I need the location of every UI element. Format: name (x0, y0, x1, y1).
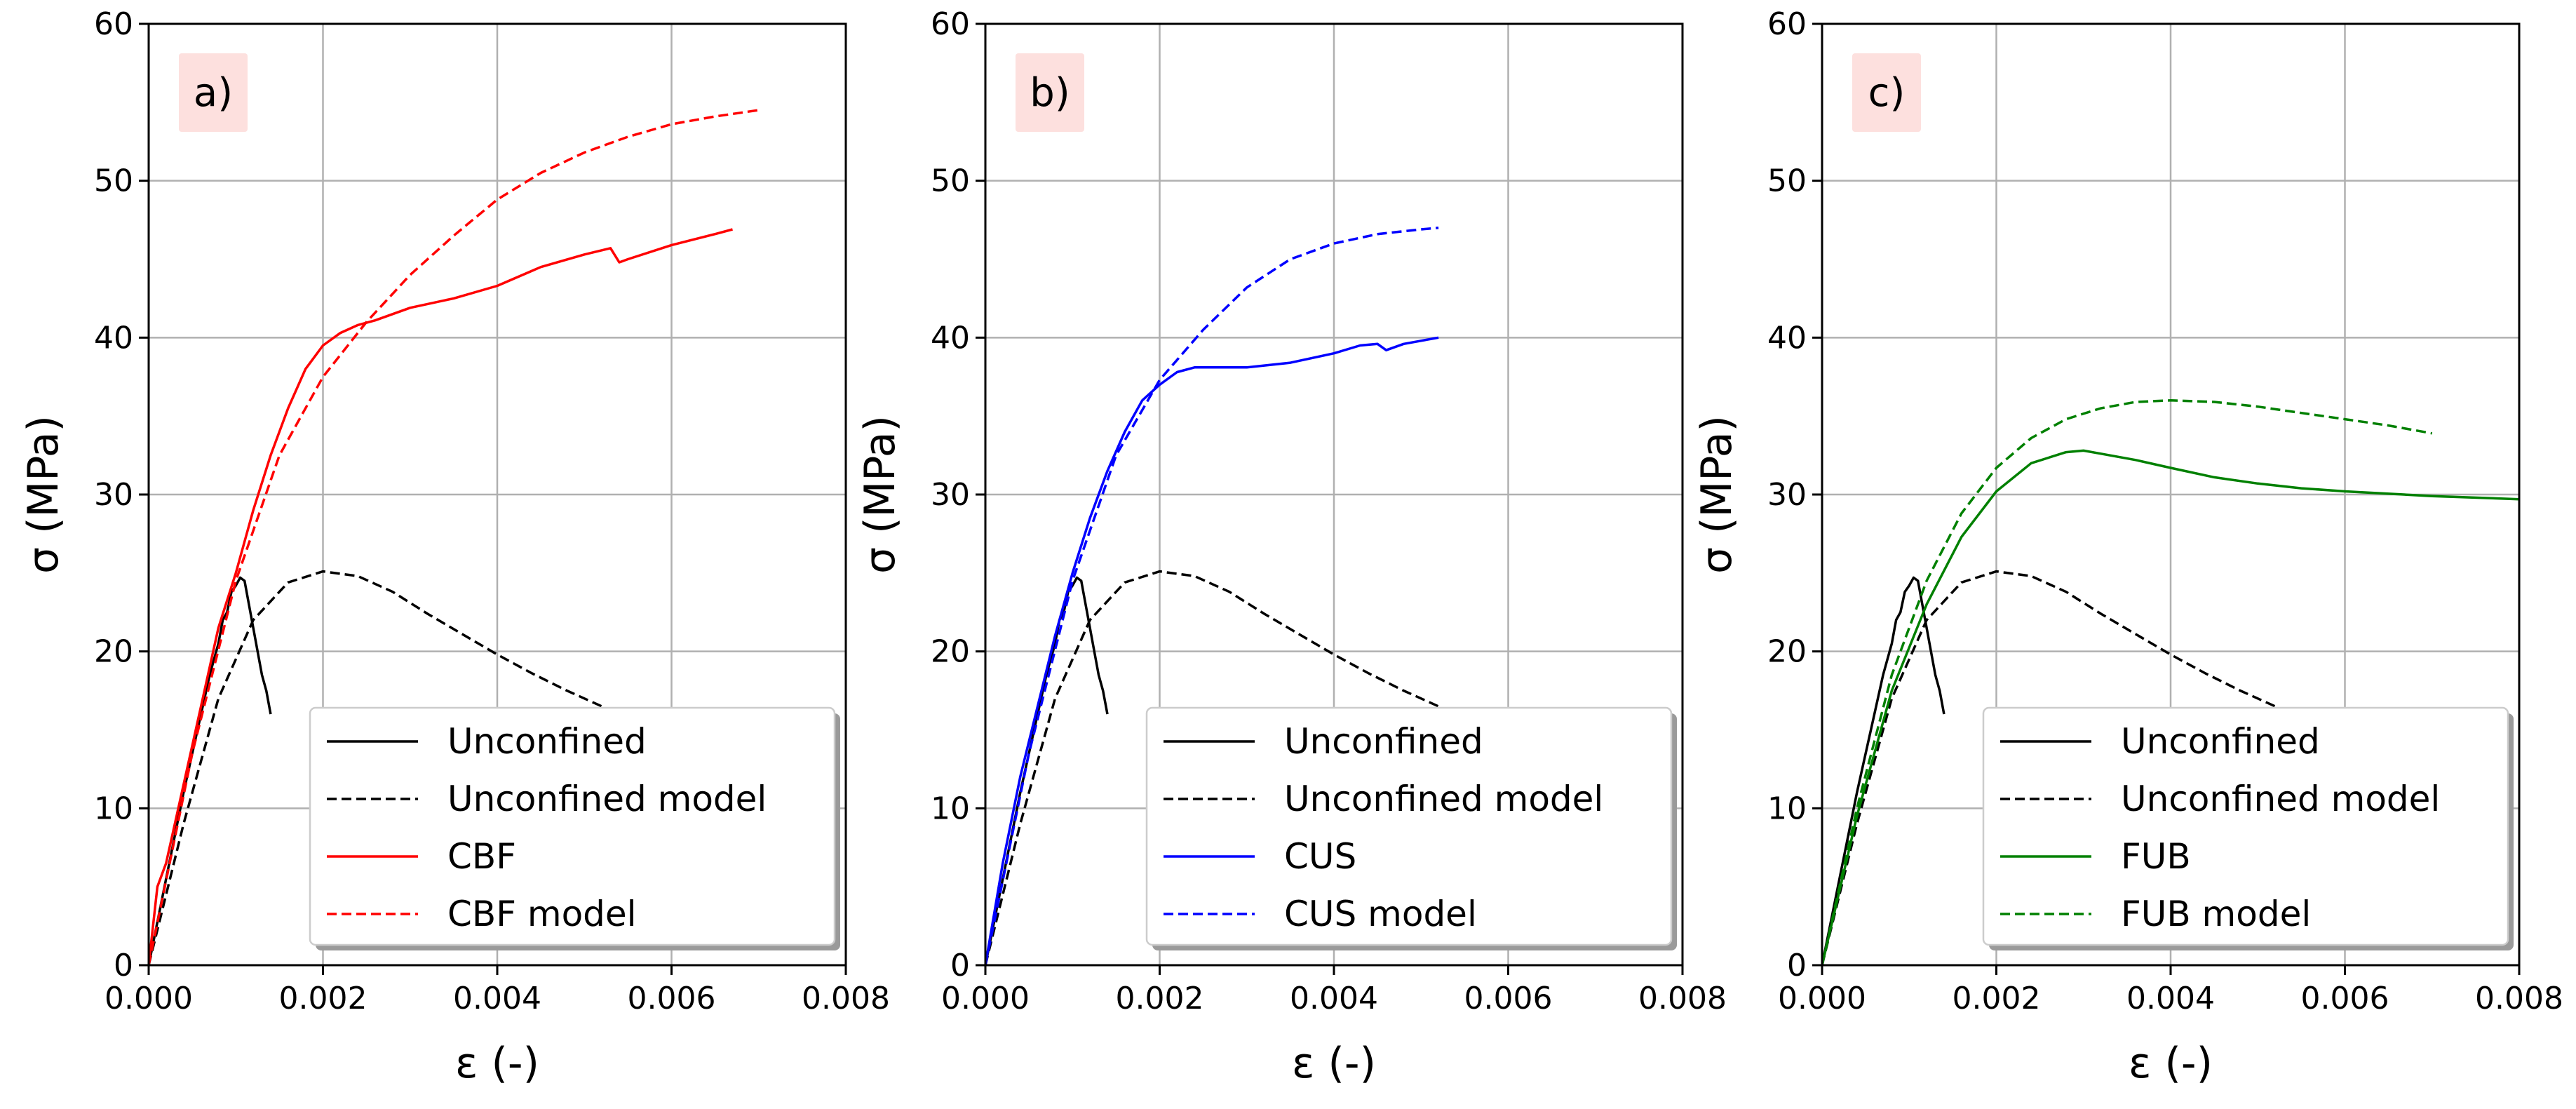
x-tick-label: 0.008 (802, 981, 890, 1016)
y-tick-label: 30 (1767, 477, 1807, 513)
x-tick-label: 0.004 (1290, 981, 1378, 1016)
y-tick-label: 30 (931, 477, 970, 513)
legend-label: FUB (2121, 836, 2191, 877)
legend-label: CBF model (447, 894, 637, 934)
y-tick-label: 60 (931, 6, 970, 42)
legend-label: Unconfined (1284, 721, 1483, 762)
legend: Unconfined Unconfined model FUB FUB model (1982, 706, 2514, 950)
series-line-unconfined (149, 576, 272, 965)
panel-a: 0.000 0.002 0.004 0.006 0.008 0 10 20 30 40 50 60 ε … (19, 6, 890, 1088)
y-axis-label: σ (MPa) (1692, 415, 1741, 574)
y-tick-label: 40 (931, 320, 970, 356)
x-tick-label: 0.008 (1638, 981, 1727, 1016)
panel-tag: a) (194, 70, 233, 116)
y-tick-label: 40 (1767, 320, 1807, 356)
x-tick-label: 0.000 (941, 981, 1030, 1016)
series-line-cus (985, 336, 1439, 965)
legend-label: Unconfined model (2121, 779, 2440, 819)
y-tick-label: 60 (94, 6, 133, 42)
y-tick-label: 40 (94, 320, 133, 356)
y-tick-label: 10 (931, 791, 970, 826)
legend-box (1145, 706, 1673, 946)
legend-box (1982, 706, 2509, 946)
x-tick-label: 0.004 (2126, 981, 2215, 1016)
y-axis-label: σ (MPa) (856, 415, 905, 574)
x-axis-label: ε (-) (455, 1039, 539, 1088)
x-tick-label: 0.000 (104, 981, 193, 1016)
x-tick-label: 0.004 (453, 981, 541, 1016)
series-line-cbf (149, 228, 733, 965)
y-tick-label: 60 (1767, 6, 1807, 42)
y-tick-label: 20 (931, 634, 970, 670)
x-tick-label: 0.002 (1116, 981, 1204, 1016)
plot-area (985, 227, 1439, 965)
x-tick-label: 0.008 (2475, 981, 2563, 1016)
y-tick-label: 10 (1767, 791, 1807, 826)
series-line-unconfined-model (149, 570, 602, 965)
legend: Unconfined Unconfined model CUS CUS model (1145, 706, 1677, 950)
panel-tag-bg (179, 53, 248, 132)
y-tick-label: 0 (950, 948, 970, 983)
y-tick-label: 50 (94, 163, 133, 199)
x-axis-label: ε (-) (2129, 1039, 2213, 1088)
legend-label: CUS model (1284, 894, 1477, 934)
x-tick-label: 0.006 (628, 981, 716, 1016)
y-tick-label: 0 (1787, 948, 1807, 983)
y-tick-label: 50 (1767, 163, 1807, 199)
series-line-cus-model (985, 227, 1439, 965)
y-tick-label: 0 (114, 948, 133, 983)
panel-b: 0.000 0.002 0.004 0.006 0.008 0 10 20 30 40 50 60 ε … (856, 6, 1727, 1088)
series-line-unconfined-model (985, 570, 1439, 965)
legend-label: CUS (1284, 836, 1356, 877)
panel-tag: b) (1030, 70, 1070, 116)
x-tick-label: 0.006 (1464, 981, 1553, 1016)
panel-tag: c) (1868, 70, 1906, 116)
legend-label: FUB model (2121, 894, 2311, 934)
x-tick-label: 0.002 (1953, 981, 2041, 1016)
series-line-unconfined (1822, 576, 1946, 965)
plot-area (149, 109, 760, 965)
legend-label: CBF (447, 836, 516, 877)
series-line-unconfined-model (1822, 570, 2276, 965)
panel-tag-bg (1016, 53, 1084, 132)
y-tick-label: 50 (931, 163, 970, 199)
x-tick-label: 0.006 (2301, 981, 2389, 1016)
series-line-fub (1822, 449, 2519, 965)
legend-label: Unconfined (2121, 721, 2320, 762)
y-tick-label: 10 (94, 791, 133, 826)
y-axis-label: σ (MPa) (19, 415, 68, 574)
legend: Unconfined Unconfined model CBF CBF model (309, 706, 840, 950)
series-line-fub-model (1822, 399, 2433, 965)
x-tick-label: 0.000 (1778, 981, 1866, 1016)
legend-label: Unconfined (447, 721, 647, 762)
x-tick-label: 0.002 (279, 981, 367, 1016)
x-axis-label: ε (-) (1292, 1039, 1376, 1088)
legend-box (309, 706, 836, 946)
y-tick-label: 30 (94, 477, 133, 513)
legend-label: Unconfined model (1284, 779, 1603, 819)
y-tick-label: 20 (94, 634, 133, 670)
series-line-unconfined (985, 576, 1109, 965)
plot-area (1822, 399, 2519, 965)
panel-tag-bg (1852, 53, 1921, 132)
y-tick-label: 20 (1767, 634, 1807, 670)
legend-label: Unconfined model (447, 779, 767, 819)
panel-c: 0.000 0.002 0.004 0.006 0.008 0 10 20 30 40 50 60 ε … (1692, 6, 2563, 1088)
